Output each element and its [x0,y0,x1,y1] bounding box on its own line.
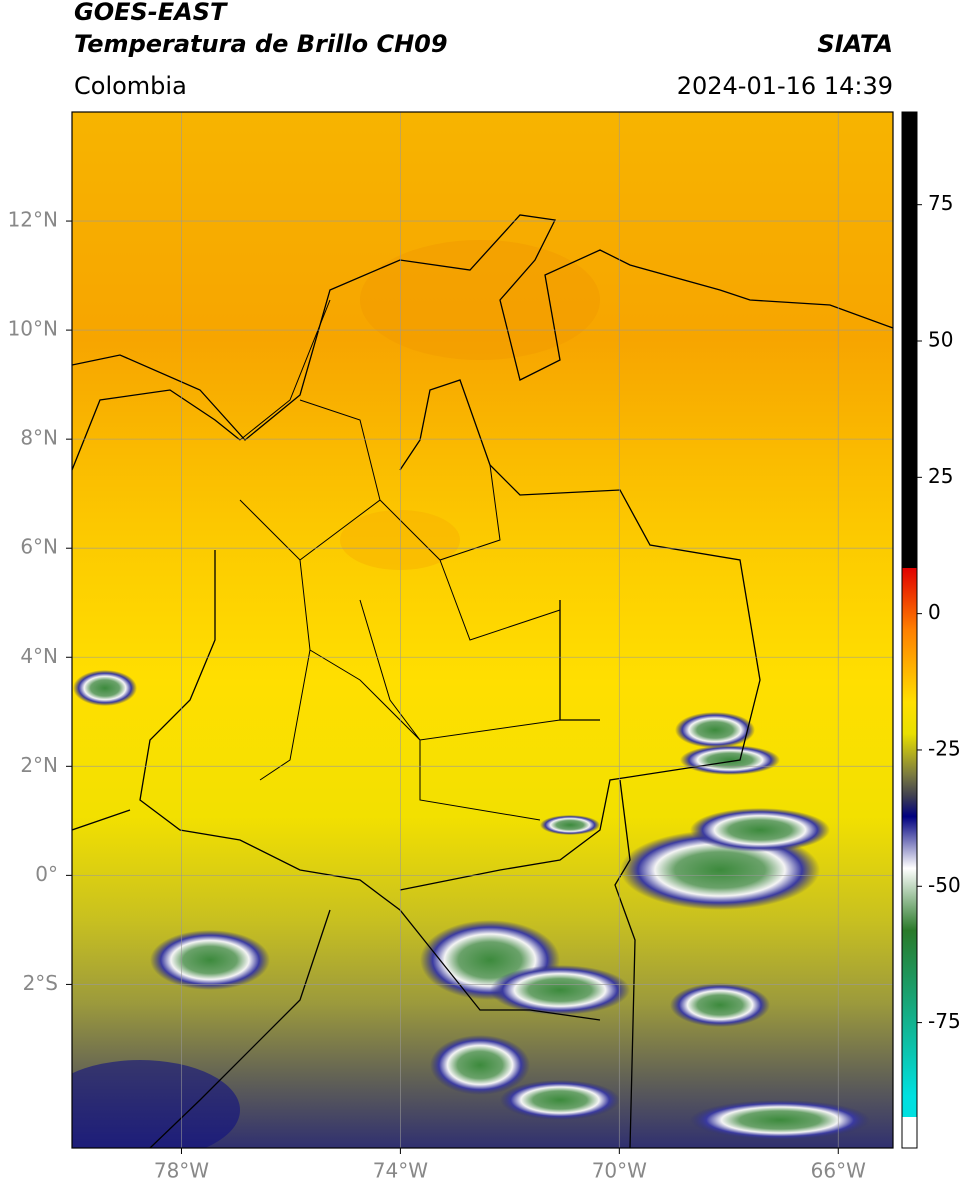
colorbar-tick-label: -50 [928,873,961,897]
map-frame [71,111,894,1149]
gridlines [72,112,893,1148]
colorbar-tick-label: -75 [928,1009,961,1033]
y-tick-label: 8°N [20,426,58,450]
y-tick-label: 6°N [20,535,58,559]
colorbar-tick-label: 50 [928,328,953,352]
datetime: 2024-01-16 14:39 [677,72,893,100]
colorbar-tick-label: -25 [928,736,961,760]
y-tick-label: 10°N [8,317,58,341]
region: Colombia [74,72,187,100]
y-tick-label: 2°S [23,971,58,995]
x-tick-label: 70°W [592,1159,647,1183]
y-tick-label: 0° [35,862,58,886]
title: GOES-EAST [74,0,228,26]
colorbar-tick-label: 25 [928,464,953,488]
x-tick-label: 66°W [811,1159,866,1183]
imagery [72,112,893,1148]
colorbar-tick-label: 75 [928,191,953,215]
x-tick-label: 78°W [154,1159,209,1183]
x-tick-label: 74°W [373,1159,428,1183]
y-tick-label: 12°N [8,208,58,232]
y-tick-label: 2°N [20,753,58,777]
source: SIATA [817,30,893,58]
colorbar-tick-label: 0 [928,600,941,624]
y-tick-label: 4°N [20,644,58,668]
colorbar [901,111,918,1149]
subtitle: Temperatura de Brillo CH09 [74,30,448,58]
